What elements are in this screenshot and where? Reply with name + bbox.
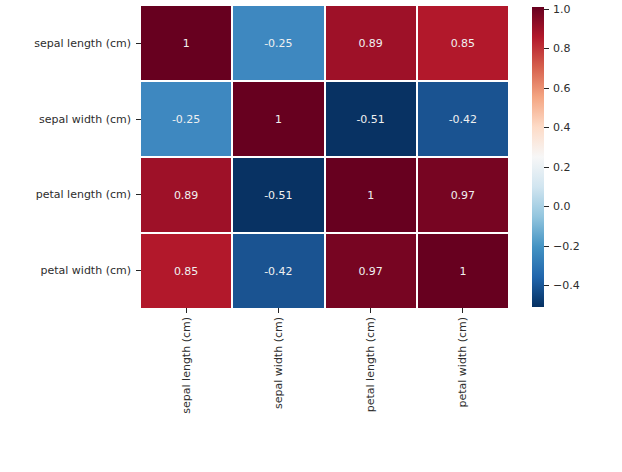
x-tick-mark <box>462 308 463 313</box>
y-tick-petal-length: petal length (cm) <box>0 157 141 233</box>
heatmap-cell: 0.89 <box>326 6 416 80</box>
colorbar-gradient <box>532 7 544 307</box>
colorbar-tick-label: 1.0 <box>553 3 571 16</box>
x-tick-mark <box>186 308 187 313</box>
x-tick-label: petal length (cm) <box>364 317 377 412</box>
correlation-heatmap-figure: sepal length (cm) sepal width (cm) petal… <box>0 0 622 472</box>
colorbar-tick-label: 0.2 <box>553 160 571 173</box>
x-tick-mark <box>278 308 279 313</box>
x-tick-petal-length: petal length (cm) <box>325 308 417 458</box>
colorbar-tick-label: −0.2 <box>553 239 580 252</box>
colorbar-tick-label: 0.0 <box>553 200 571 213</box>
colorbar-tick-label: 0.4 <box>553 121 571 134</box>
colorbar-tick-label: 0.6 <box>553 82 571 95</box>
colorbar-tick-mark <box>544 9 549 10</box>
heatmap-grid: 1 -0.25 0.89 0.85 -0.25 1 -0.51 -0.42 0.… <box>141 6 508 308</box>
y-tick-label: petal width (cm) <box>40 264 131 277</box>
heatmap-cell: 0.97 <box>326 234 416 308</box>
y-tick-petal-width: petal width (cm) <box>0 233 141 309</box>
colorbar-tick-mark <box>544 246 549 247</box>
heatmap-cell: -0.51 <box>326 82 416 156</box>
colorbar-tick-mark <box>544 206 549 207</box>
heatmap-cell: 1 <box>326 158 416 232</box>
y-tick-label: sepal length (cm) <box>34 37 131 50</box>
y-tick-label: sepal width (cm) <box>39 113 131 126</box>
heatmap-cell: -0.42 <box>233 234 323 308</box>
colorbar-tick-mark <box>544 285 549 286</box>
x-tick-label: sepal width (cm) <box>272 317 285 409</box>
heatmap-cell: -0.51 <box>233 158 323 232</box>
x-tick-sepal-length: sepal length (cm) <box>141 308 233 458</box>
y-axis: sepal length (cm) sepal width (cm) petal… <box>0 6 141 308</box>
x-axis: sepal length (cm) sepal width (cm) petal… <box>141 308 508 458</box>
y-tick-sepal-width: sepal width (cm) <box>0 82 141 158</box>
heatmap-cell: -0.42 <box>418 82 508 156</box>
y-tick-sepal-length: sepal length (cm) <box>0 6 141 82</box>
colorbar-tick-mark <box>544 48 549 49</box>
y-tick-label: petal length (cm) <box>36 188 131 201</box>
colorbar-ticks: 1.0 0.8 0.6 0.4 0.2 0.0 −0.2 −0.4 <box>544 7 622 307</box>
colorbar-tick-label: −0.4 <box>553 279 580 292</box>
colorbar-tick-mark <box>544 88 549 89</box>
heatmap-cell: 1 <box>233 82 323 156</box>
heatmap-cell: 0.85 <box>141 234 231 308</box>
heatmap-cell: -0.25 <box>141 82 231 156</box>
colorbar-tick-mark <box>544 167 549 168</box>
colorbar-tick-label: 0.8 <box>553 42 571 55</box>
x-tick-petal-width: petal width (cm) <box>416 308 508 458</box>
heatmap-cell: -0.25 <box>233 6 323 80</box>
heatmap-cell: 1 <box>141 6 231 80</box>
x-tick-label: petal width (cm) <box>456 317 469 408</box>
heatmap-cell: 0.97 <box>418 158 508 232</box>
x-tick-mark <box>370 308 371 313</box>
colorbar-tick-mark <box>544 127 549 128</box>
x-tick-label: sepal length (cm) <box>180 317 193 414</box>
heatmap-cell: 1 <box>418 234 508 308</box>
x-tick-sepal-width: sepal width (cm) <box>233 308 325 458</box>
heatmap-cell: 0.85 <box>418 6 508 80</box>
heatmap-cell: 0.89 <box>141 158 231 232</box>
